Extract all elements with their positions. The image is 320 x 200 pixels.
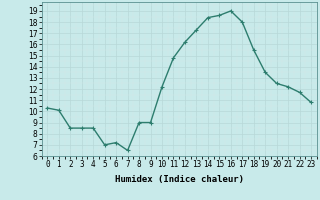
X-axis label: Humidex (Indice chaleur): Humidex (Indice chaleur)	[115, 175, 244, 184]
